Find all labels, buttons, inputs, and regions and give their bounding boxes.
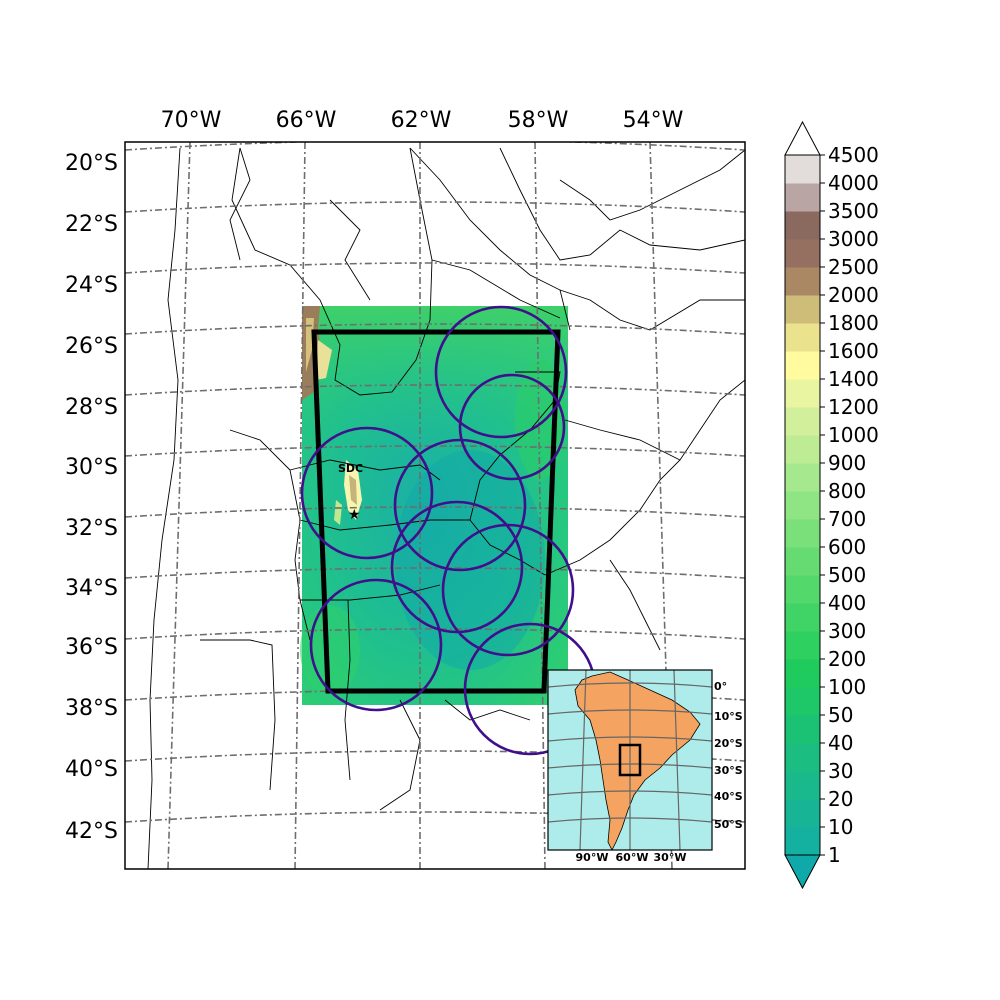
colorbar-segment: [785, 155, 820, 184]
inset-lat-label: 30°S: [714, 764, 743, 777]
colorbar-segment: [785, 799, 820, 828]
inset-lat-label: 10°S: [714, 710, 743, 723]
radar-ring: [441, 523, 575, 657]
colorbar-segment: [785, 491, 820, 520]
inset-map: 0° 10°S 20°S 30°S 40°S 50°S 90°W 60°W 30…: [547, 669, 743, 864]
radar-ring: [300, 426, 434, 560]
colorbar-tick-label: 700: [828, 507, 866, 531]
inset-domain-box: [618, 743, 642, 777]
colorbar-tick-label: 1: [828, 843, 841, 867]
colorbar-segment: [785, 267, 820, 296]
inset-lat-label: 50°S: [714, 818, 743, 831]
colorbar-tick-label: 1200: [828, 395, 879, 419]
colorbar-tick-label: 600: [828, 535, 866, 559]
inset-lon-label: 90°W: [576, 851, 609, 864]
colorbar-extend-low: [784, 854, 821, 890]
radar-rings: [300, 305, 597, 756]
colorbar-segment: [785, 211, 820, 240]
colorbar-tick-label: 800: [828, 479, 866, 503]
inset-lat-label: 20°S: [714, 737, 743, 750]
lat-labels: 20°S 22°S 24°S 26°S 28°S 30°S 32°S 34°S …: [65, 151, 118, 844]
colorbar-tick-label: 10: [828, 815, 853, 839]
colorbar-segment: [785, 519, 820, 548]
lon-label: 58°W: [508, 108, 569, 133]
inset-lon-label: 30°W: [654, 851, 687, 864]
lon-label: 54°W: [623, 108, 684, 133]
colorbar-segment: [785, 715, 820, 744]
lat-label: 26°S: [65, 334, 118, 359]
colorbar-tick-label: 300: [828, 619, 866, 643]
inset-lat-label: 0°: [714, 680, 727, 693]
lat-label: 34°S: [65, 576, 118, 601]
colorbar-tick-label: 20: [828, 787, 853, 811]
lat-label: 22°S: [65, 212, 118, 237]
lat-label: 38°S: [65, 696, 118, 721]
colorbar-tick-label: 500: [828, 563, 866, 587]
colorbar-segment: [785, 603, 820, 632]
lat-label: 42°S: [65, 819, 118, 844]
colorbar-tick-label: 4500: [828, 143, 879, 167]
colorbar-tick-label: 200: [828, 647, 866, 671]
radar-ring: [393, 438, 527, 572]
colorbar-tick-label: 900: [828, 451, 866, 475]
colorbar-segment: [785, 295, 820, 324]
colorbar-tick-label: 2500: [828, 255, 879, 279]
colorbar-segment: [785, 575, 820, 604]
colorbar-segment: [785, 239, 820, 268]
lat-label: 32°S: [65, 516, 118, 541]
study-domain-box: [311, 329, 561, 694]
colorbar-segment: [785, 407, 820, 436]
lon-label: 70°W: [161, 108, 222, 133]
colorbar-frame: [784, 154, 821, 856]
radar-ring: [458, 373, 566, 481]
colorbar-tick-label: 400: [828, 591, 866, 615]
colorbar-tick-label: 1800: [828, 311, 879, 335]
place-label-sdc: SDC: [338, 462, 363, 475]
colorbar-tick-label: 1400: [828, 367, 879, 391]
colorbar-tick-label: 30: [828, 759, 853, 783]
colorbar-tick-label: 1000: [828, 423, 879, 447]
colorbar: 1 10 20 30 40 50 100 200 300 400 500 600 700 800 900 10…: [784, 120, 879, 890]
lat-label: 20°S: [65, 151, 118, 176]
radar-ring: [309, 578, 443, 712]
colorbar-tick-label: 50: [828, 703, 853, 727]
south-america-shape: [574, 671, 701, 850]
lat-label: 36°S: [65, 635, 118, 660]
colorbar-segment: [785, 351, 820, 380]
colorbar-segment: [785, 687, 820, 716]
colorbar-tick-label: 1600: [828, 339, 879, 363]
colorbar-tick-label: 3000: [828, 227, 879, 251]
colorbar-tick-label: 2000: [828, 283, 879, 307]
station-star-icon: ★: [348, 507, 361, 523]
colorbar-segment: [785, 827, 820, 856]
colorbar-segment: [785, 771, 820, 800]
colorbar-segment: [785, 463, 820, 492]
inset-lon-label: 60°W: [616, 851, 649, 864]
colorbar-segment: [785, 659, 820, 688]
colorbar-extend-high: [784, 120, 821, 156]
colorbar-tick-label: 3500: [828, 199, 879, 223]
main-map: SDC ★: [125, 142, 745, 869]
lat-label: 30°S: [65, 455, 118, 480]
colorbar-segment: [785, 323, 820, 352]
colorbar-segment: [785, 435, 820, 464]
lat-label: 40°S: [65, 757, 118, 782]
colorbar-tick-label: 4000: [828, 171, 879, 195]
lon-labels: 70°W 66°W 62°W 58°W 54°W: [161, 108, 684, 133]
colorbar-tick-label: 40: [828, 731, 853, 755]
main-map-frame: [124, 141, 746, 870]
colorbar-segment: [785, 631, 820, 660]
lat-label: 28°S: [65, 395, 118, 420]
inset-lat-label: 40°S: [714, 790, 743, 803]
lon-label: 62°W: [391, 108, 452, 133]
radar-ring: [434, 305, 568, 439]
colorbar-segment: [785, 183, 820, 212]
colorbar-tick-label: 100: [828, 675, 866, 699]
lat-label: 24°S: [65, 273, 118, 298]
colorbar-segment: [785, 743, 820, 772]
lon-label: 66°W: [276, 108, 337, 133]
colorbar-segment: [785, 547, 820, 576]
colorbar-segment: [785, 379, 820, 408]
